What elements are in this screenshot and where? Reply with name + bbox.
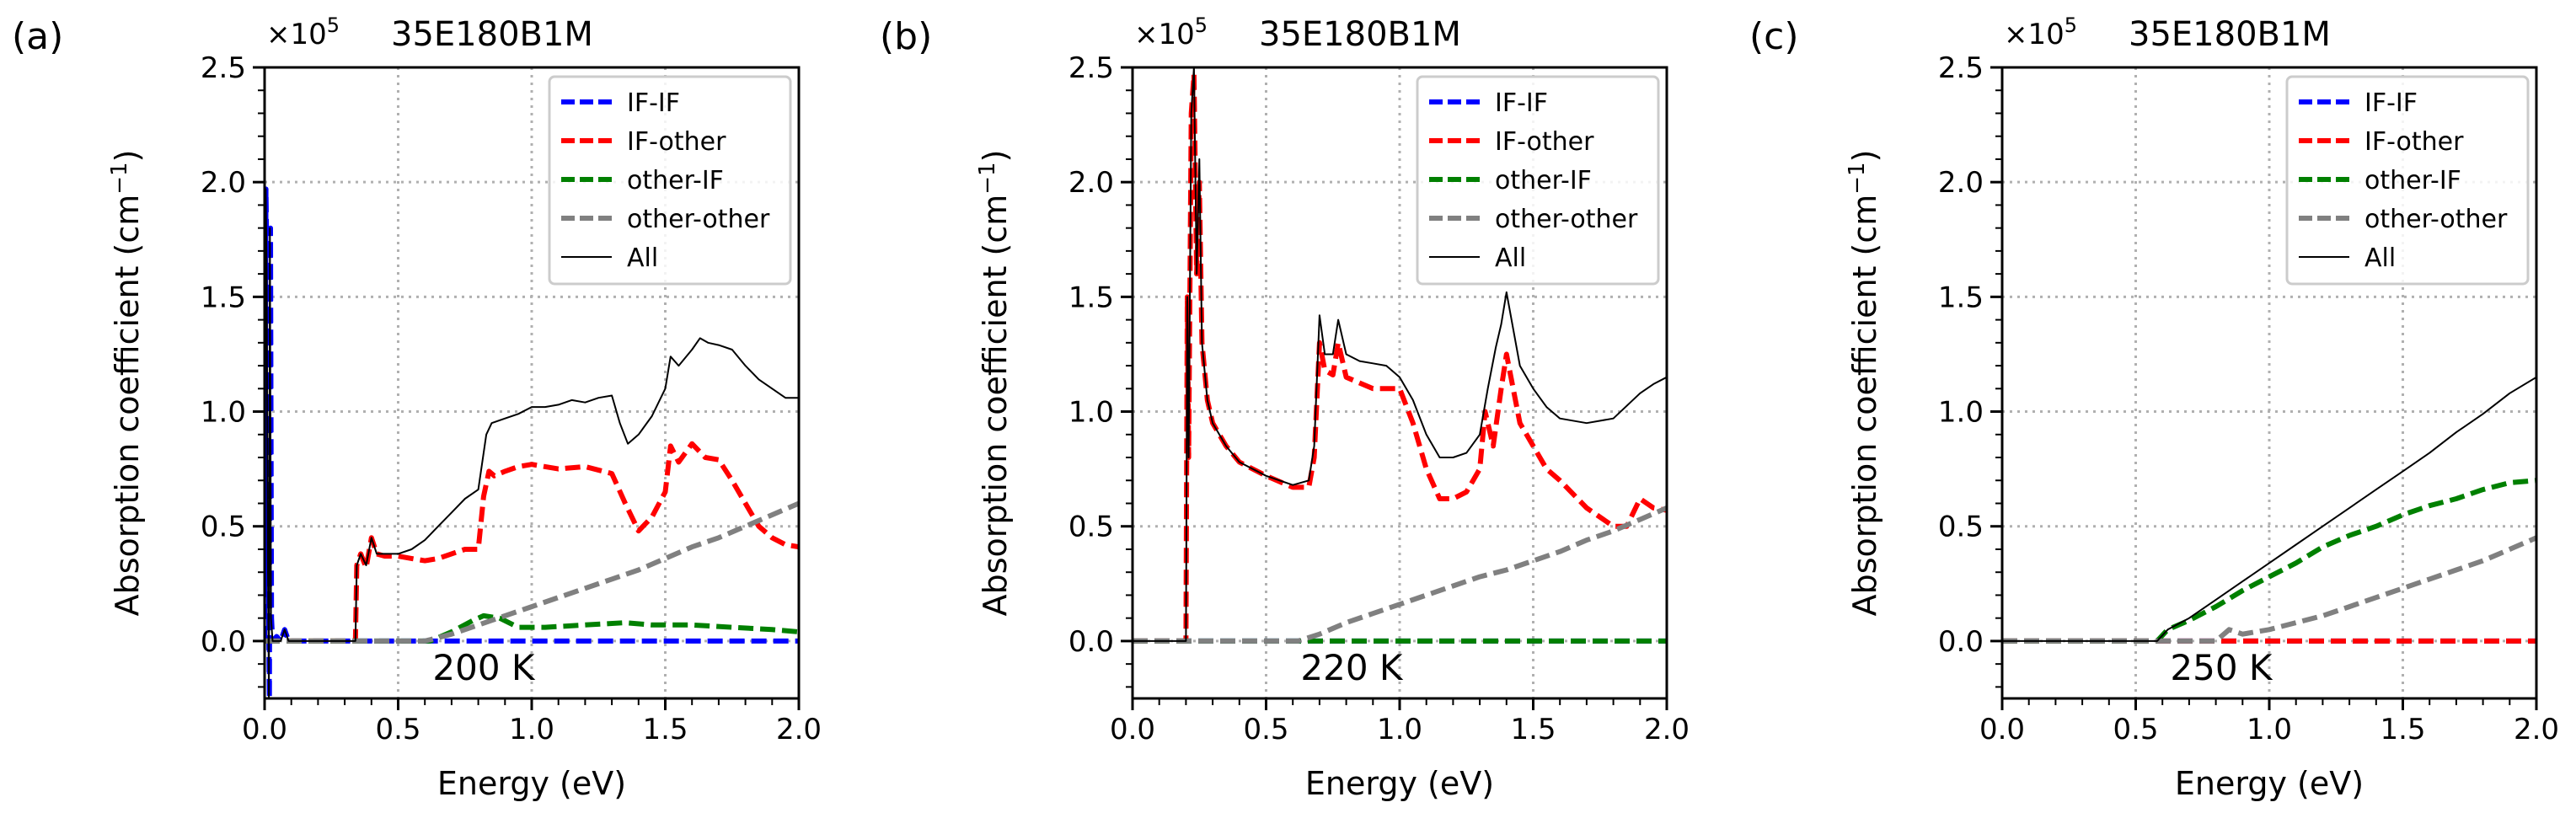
series-line-other-other [2002, 535, 2536, 644]
x-tick-label: 2.0 [1644, 713, 1690, 746]
y-axis-label: Absorption coefficient (cm−1) [1845, 150, 1883, 617]
legend-label: IF-IF [627, 88, 680, 118]
chart-title: 35E180B1M [1259, 15, 1461, 54]
y-tick-label: 2.5 [201, 51, 246, 85]
legend-label: All [627, 243, 658, 273]
panel-label: (c) [1749, 15, 1799, 58]
x-axis-label: Energy (eV) [2175, 765, 2364, 802]
x-axis-label: Energy (eV) [1305, 765, 1494, 802]
panel-label: (a) [12, 15, 63, 58]
series-line-all [265, 188, 799, 698]
series-line-other-other [1133, 505, 1667, 644]
y-tick-label: 0.0 [1938, 625, 1984, 659]
x-axis-label: Energy (eV) [437, 765, 626, 802]
y-tick-label: 1.0 [1068, 396, 1114, 430]
x-tick-label: 1.5 [642, 713, 688, 746]
y-tick-label: 1.5 [1068, 281, 1114, 314]
legend-box [548, 75, 792, 286]
legend-label: other-IF [2364, 166, 2461, 195]
y-tick-label: 0.5 [201, 511, 246, 544]
series-line-if-other [265, 441, 799, 644]
y-tick-label: 0.0 [1068, 625, 1114, 659]
y-axis-label: Absorption coefficient (cm−1) [975, 150, 1014, 617]
temperature-label: 250 K [2170, 647, 2273, 688]
chart-title: 35E180B1M [2129, 15, 2331, 54]
offset-text: ×105 [1134, 13, 1208, 51]
series-line-all [2002, 376, 2536, 642]
y-tick-label: 0.0 [201, 625, 246, 659]
legend-box [1416, 75, 1660, 286]
x-tick-label: 0.0 [242, 713, 287, 746]
series-group [1133, 67, 1667, 644]
x-tick-label: 1.0 [509, 713, 554, 746]
x-tick-label: 2.0 [2514, 713, 2559, 746]
series-line-other-if [2002, 478, 2536, 644]
y-tick-label: 2.0 [201, 166, 246, 200]
x-tick-label: 1.5 [1510, 713, 1556, 746]
legend-label: other-other [2364, 205, 2508, 234]
x-tick-label: 0.5 [2113, 713, 2158, 746]
legend-label: other-IF [627, 166, 724, 195]
x-tick-label: 1.0 [1377, 713, 1422, 746]
legend-label: All [1495, 243, 1526, 273]
temperature-label: 220 K [1300, 647, 1404, 688]
legend-label: IF-IF [2364, 88, 2418, 118]
chart-title: 35E180B1M [391, 15, 593, 54]
chart-panel-3: 0.0 0.5 1.0 1.5 2.0 0.0 0.5 1.0 1.5 2.0 2.5 Energy … [1749, 13, 2559, 802]
y-tick-label: 1.5 [201, 281, 246, 314]
y-tick-label: 2.5 [1068, 51, 1114, 85]
legend-label: other-other [627, 205, 770, 234]
y-axis-label: Absorption coefficient (cm−1) [107, 150, 146, 617]
panel-label: (b) [880, 15, 932, 58]
y-tick-label: 1.0 [1938, 396, 1984, 430]
y-tick-label: 0.5 [1068, 511, 1114, 544]
legend-label: IF-other [2364, 127, 2464, 157]
x-tick-label: 0.5 [1243, 713, 1288, 746]
series-line-other-other [265, 500, 799, 644]
x-tick-label: 0.5 [375, 713, 420, 746]
offset-text: ×105 [2004, 13, 2077, 51]
y-tick-label: 1.0 [201, 396, 246, 430]
series-line-all [1133, 67, 1667, 642]
legend-label: other-other [1495, 205, 1638, 234]
y-tick-label: 2.0 [1938, 166, 1984, 200]
legend-box [2285, 75, 2530, 286]
chart-panel-1: 0.0 0.5 1.0 1.5 2.0 0.0 0.5 1.0 1.5 2.0 2.5 Energy … [12, 13, 822, 802]
x-tick-label: 1.0 [2247, 713, 2292, 746]
y-tick-label: 1.5 [1938, 281, 1984, 314]
x-tick-label: 2.0 [776, 713, 822, 746]
y-tick-label: 2.0 [1068, 166, 1114, 200]
legend-label: IF-other [1495, 127, 1594, 157]
legend-label: other-IF [1495, 166, 1592, 195]
chart-panel-2: 0.0 0.5 1.0 1.5 2.0 0.0 0.5 1.0 1.5 2.0 2.5 Energy … [880, 13, 1690, 802]
y-tick-label: 0.5 [1938, 511, 1984, 544]
legend-label: IF-other [627, 127, 726, 157]
series-line-other-if [265, 612, 799, 644]
series-group [265, 186, 799, 698]
x-tick-label: 0.0 [1110, 713, 1155, 746]
legend-label: IF-IF [1495, 88, 1548, 118]
series-group [2002, 376, 2536, 644]
y-tick-label: 2.5 [1938, 51, 1984, 85]
x-tick-label: 0.0 [1979, 713, 2025, 746]
temperature-label: 200 K [432, 647, 536, 688]
offset-text: ×105 [266, 13, 340, 51]
legend-label: All [2364, 243, 2396, 273]
x-tick-label: 1.5 [2380, 713, 2425, 746]
